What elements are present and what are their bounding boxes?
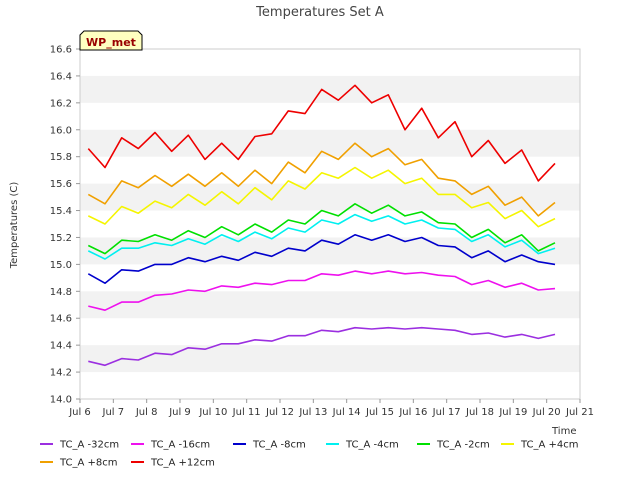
x-axis: Jul 6 Jul 7 Jul 8 Jul 9 Jul 10 Jul 11 Jul 12 Ju… (68, 399, 594, 418)
x-tick-label: Jul 11 (232, 407, 261, 418)
series-line (87, 203, 556, 255)
x-tick-label: Jul 7 (102, 407, 125, 418)
legend-label: TC_A -16cm (150, 440, 210, 451)
series-line (87, 213, 556, 260)
x-axis-label: Time (551, 426, 576, 437)
legend-label: TC_A +8cm (59, 458, 118, 469)
grid-band (80, 291, 580, 319)
y-tick-label: 15.4 (50, 206, 72, 217)
legend-item: TC_A -2cm (417, 440, 490, 451)
series-line (88, 270, 556, 312)
x-tick-label: Jul 14 (332, 407, 361, 418)
legend-label: TC_A -2cm (436, 440, 490, 451)
x-tick-label: Jul 8 (135, 407, 158, 418)
plot-frame (79, 48, 581, 400)
y-tick-label: 15.8 (50, 152, 72, 163)
x-tick-label: Jul 10 (198, 407, 227, 418)
legend-label: TC_A -4cm (345, 440, 399, 451)
site-badge-box (79, 30, 143, 51)
x-tick-label: Jul 19 (498, 407, 527, 418)
y-tick-label: 15.0 (50, 260, 72, 271)
series-line (87, 142, 556, 217)
x-tick-label: Jul 18 (465, 407, 494, 418)
site-badge-label: WP_met (86, 36, 136, 49)
x-tick-label: Jul 12 (265, 407, 294, 418)
y-tick-label: 14.6 (50, 314, 72, 325)
x-tick-label: Jul 13 (298, 407, 327, 418)
y-tick-label: 14.4 (50, 341, 72, 352)
y-tick-label: 14.8 (50, 287, 72, 298)
legend-label: TC_A +4cm (520, 440, 579, 451)
legend-item: TC_A +4cm (501, 440, 579, 451)
y-tick-label: 15.2 (50, 233, 72, 244)
x-tick-label: Jul 15 (365, 407, 394, 418)
site-badge: WP_met (79, 30, 143, 51)
legend: TC_A -32cm TC_A -16cm TC_A -8cm TC_A -4cm TC… (40, 440, 579, 469)
y-tick-label: 16.0 (50, 125, 72, 136)
series-line (88, 326, 556, 367)
grid-band (80, 129, 580, 157)
grid-band (80, 345, 580, 373)
y-tick-label: 14.0 (50, 395, 72, 406)
x-tick-label: Jul 6 (68, 407, 91, 418)
legend-item: TC_A +8cm (40, 458, 118, 469)
legend-label: TC_A +12cm (150, 458, 215, 469)
series-line (87, 84, 556, 182)
y-tick-label: 16.2 (50, 98, 72, 109)
legend-item: TC_A -32cm (40, 440, 119, 451)
y-tick-label: 16.6 (50, 45, 72, 56)
series-line (87, 234, 556, 285)
y-axis-label: Temperatures (C) (9, 182, 20, 270)
series-lines (87, 84, 556, 367)
legend-item: TC_A -8cm (233, 440, 306, 451)
x-tick-label: Jul 17 (432, 407, 461, 418)
x-tick-label: Jul 9 (168, 407, 191, 418)
grid-band (80, 75, 580, 103)
chart-title: Temperatures Set A (255, 5, 384, 20)
x-tick-label: Jul 16 (398, 407, 427, 418)
x-tick-label: Jul 21 (565, 407, 594, 418)
grid-band (80, 183, 580, 211)
y-axis: 14.0 14.2 14.4 14.6 14.8 15.0 15.2 15.4 15.6 15.8… (50, 45, 80, 406)
series-line (87, 166, 556, 228)
legend-item: TC_A -4cm (326, 440, 399, 451)
legend-label: TC_A -8cm (252, 440, 306, 451)
legend-item: TC_A -16cm (131, 440, 210, 451)
y-tick-label: 15.6 (50, 179, 72, 190)
y-tick-label: 16.4 (50, 71, 72, 82)
grid-bands (80, 75, 580, 373)
legend-item: TC_A +12cm (131, 458, 215, 469)
x-tick-label: Jul 20 (532, 407, 561, 418)
y-tick-label: 14.2 (50, 368, 72, 379)
legend-label: TC_A -32cm (59, 440, 119, 451)
